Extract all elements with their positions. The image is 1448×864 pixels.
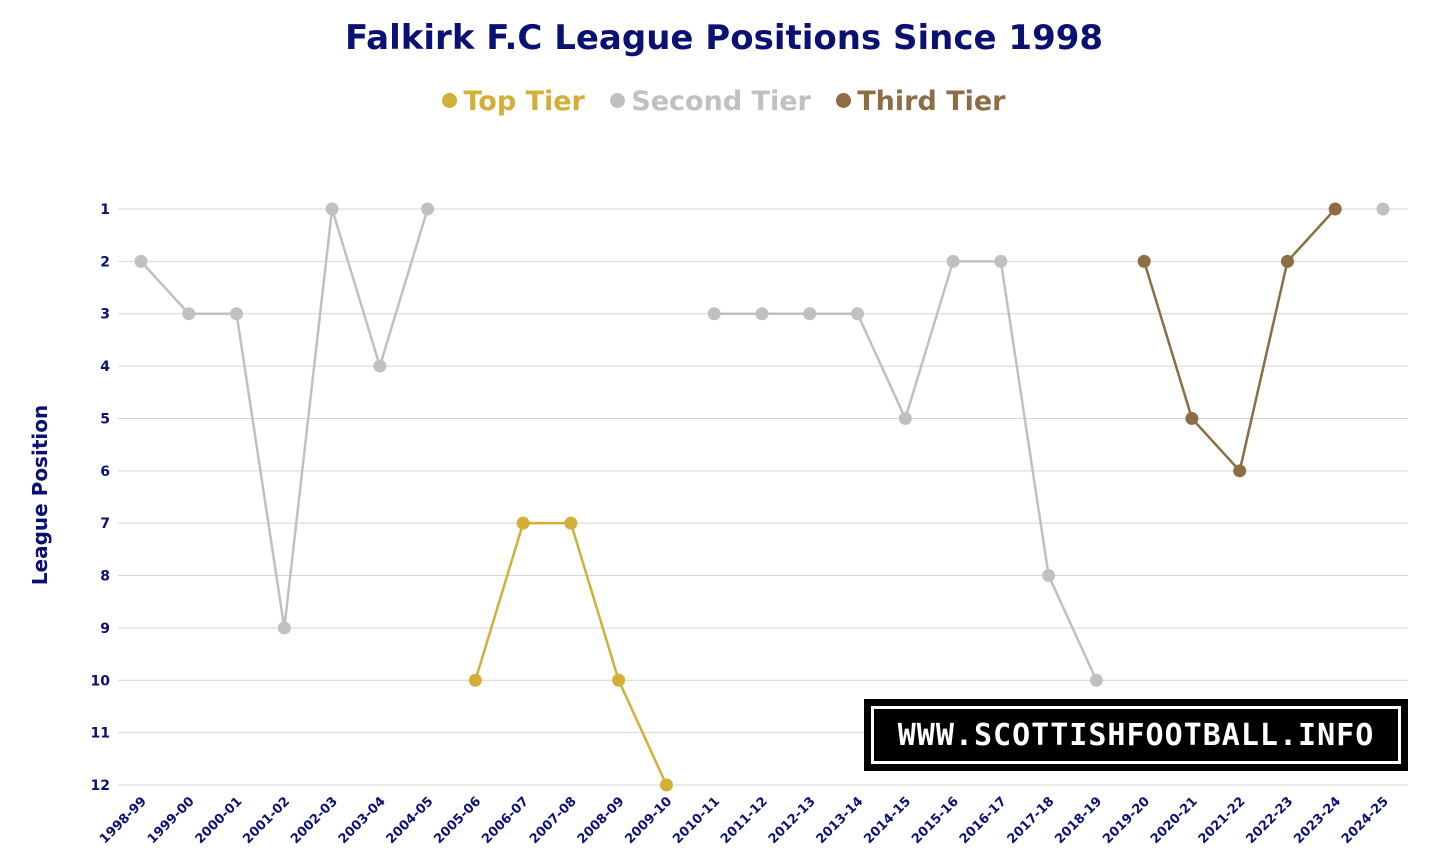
legend-item-top-tier[interactable]: Top Tier — [442, 86, 585, 117]
data-point-second-tier — [1376, 202, 1390, 216]
legend-marker-second-tier — [610, 93, 626, 108]
y-tick-label: 11 — [91, 726, 110, 742]
x-tick-label: 1999-00 — [145, 794, 198, 847]
x-tick-label: 2022-23 — [1243, 794, 1296, 847]
x-tick-label: 2015-16 — [909, 794, 962, 847]
y-tick-label: 7 — [100, 516, 110, 532]
x-tick-label: 2009-10 — [622, 794, 675, 847]
x-tick-label: 2013-14 — [814, 794, 867, 847]
x-tick-label: 2003-04 — [336, 794, 389, 847]
x-tick-label: 2020-21 — [1148, 794, 1201, 847]
data-point-second-tier — [277, 621, 291, 635]
data-point-second-tier — [1089, 673, 1103, 687]
x-tick-label: 2005-06 — [431, 794, 484, 847]
data-point-second-tier — [946, 254, 960, 268]
data-point-second-tier — [182, 307, 196, 321]
legend-item-second-tier[interactable]: Second Tier — [610, 86, 811, 117]
data-point-second-tier — [851, 307, 865, 321]
chart-title: Falkirk F.C League Positions Since 1998 — [344, 18, 1104, 58]
x-tick-label: 1998-99 — [97, 794, 150, 847]
data-point-top-tier — [516, 516, 530, 530]
legend-item-third-tier[interactable]: Third Tier — [836, 86, 1006, 117]
data-point-third-tier — [1280, 254, 1294, 268]
y-tick-label: 4 — [100, 359, 110, 375]
x-tick-label: 2011-12 — [718, 794, 771, 847]
watermark-logo: WWW.SCOTTISHFOOTBALL.INFO — [864, 699, 1408, 771]
x-tick-label: 2012-13 — [766, 794, 819, 847]
y-tick-label: 2 — [100, 254, 110, 270]
y-tick-label: 1 — [100, 202, 110, 218]
x-tick-label: 2021-22 — [1196, 794, 1249, 847]
x-tick-label: 2014-15 — [861, 794, 914, 847]
data-point-second-tier — [325, 202, 339, 216]
data-point-second-tier — [803, 307, 817, 321]
x-tick-label: 2024-25 — [1339, 794, 1392, 847]
data-point-second-tier — [707, 307, 721, 321]
y-tick-label: 5 — [100, 411, 110, 427]
x-tick-label: 2016-17 — [957, 794, 1010, 847]
data-point-second-tier — [230, 307, 244, 321]
data-point-top-tier — [564, 516, 578, 530]
x-tick-label: 2006-07 — [479, 794, 532, 847]
x-tick-label: 2017-18 — [1005, 794, 1058, 847]
x-tick-label: 2004-05 — [384, 794, 437, 847]
x-tick-label: 2019-20 — [1100, 794, 1153, 847]
data-point-second-tier — [755, 307, 769, 321]
legend-marker-third-tier — [836, 93, 852, 108]
data-point-top-tier — [612, 673, 626, 687]
data-point-top-tier — [659, 778, 673, 792]
data-point-third-tier — [1137, 254, 1151, 268]
x-tick-label: 2007-08 — [527, 794, 580, 847]
x-tick-label: 2008-09 — [575, 794, 628, 847]
data-point-second-tier — [421, 202, 435, 216]
series-line-top-tier — [474, 521, 668, 786]
y-tick-label: 12 — [91, 778, 110, 794]
data-point-third-tier — [1328, 202, 1342, 216]
y-tick-label: 10 — [91, 673, 111, 689]
data-point-second-tier — [373, 359, 387, 373]
x-tick-label: 2023-24 — [1291, 794, 1344, 847]
legend-label-top-tier: Top Tier — [463, 86, 585, 117]
legend-label-third-tier: Third Tier — [857, 86, 1006, 117]
x-tick-label: 2000-01 — [193, 794, 246, 847]
data-point-third-tier — [1233, 464, 1247, 478]
x-tick-label: 2001-02 — [240, 794, 293, 847]
y-tick-label: 9 — [100, 621, 110, 637]
data-point-second-tier — [134, 254, 148, 268]
legend-marker-top-tier — [442, 93, 458, 108]
watermark-text: WWW.SCOTTISHFOOTBALL.INFO — [871, 706, 1401, 764]
data-point-third-tier — [1185, 411, 1199, 425]
data-point-second-tier — [898, 411, 912, 425]
x-tick-label: 2018-19 — [1052, 794, 1105, 847]
x-tick-label: 2002-03 — [288, 794, 341, 847]
y-tick-label: 3 — [100, 307, 110, 323]
y-tick-label: 6 — [100, 464, 110, 480]
data-point-second-tier — [994, 254, 1008, 268]
legend: Top Tier Second Tier Third Tier — [0, 86, 1448, 117]
data-point-top-tier — [468, 673, 482, 687]
x-tick-label: 2010-11 — [670, 794, 723, 847]
y-tick-label: 8 — [100, 569, 110, 585]
data-point-second-tier — [1042, 569, 1056, 583]
legend-label-second-tier: Second Tier — [631, 86, 811, 117]
series-line-third-tier — [1142, 208, 1337, 474]
